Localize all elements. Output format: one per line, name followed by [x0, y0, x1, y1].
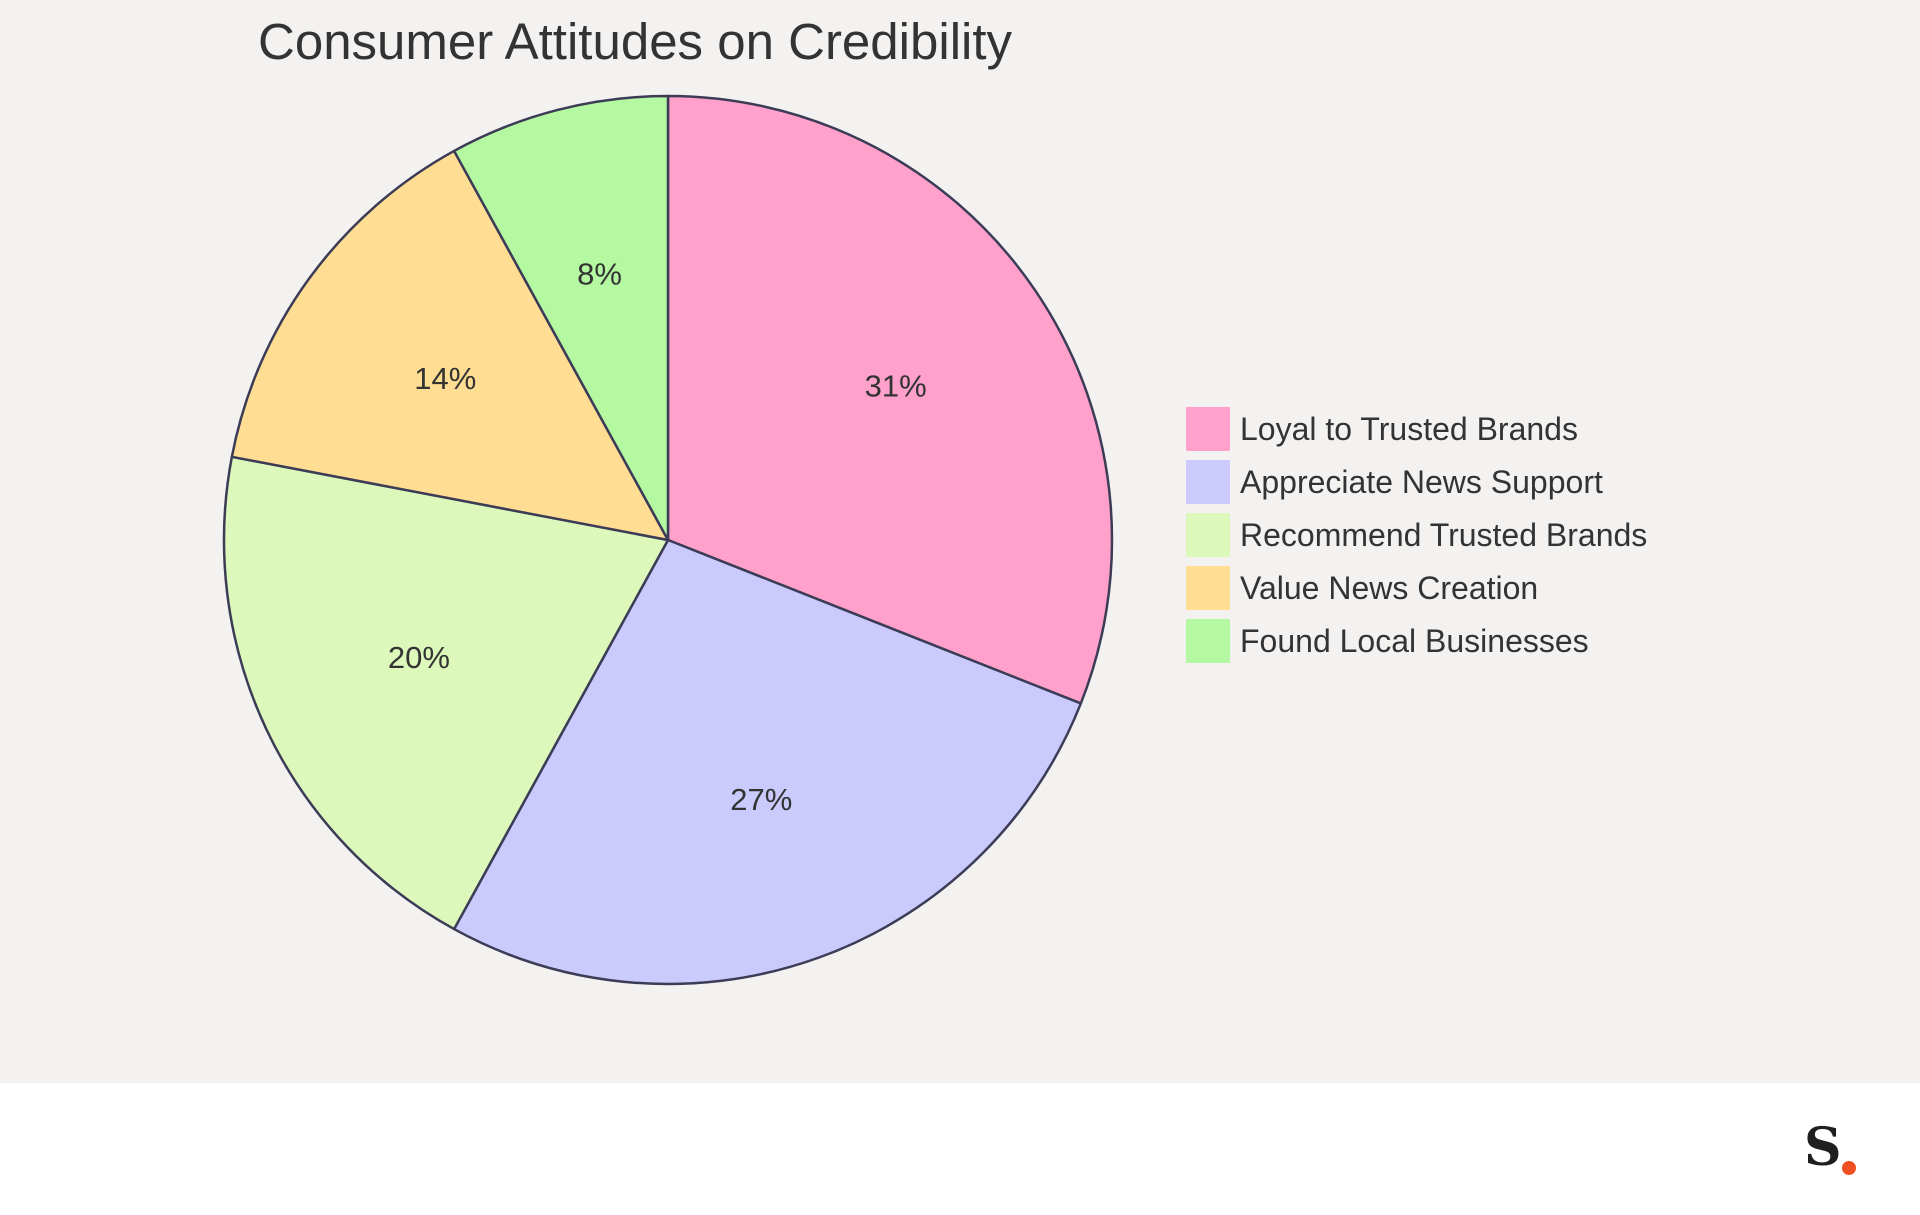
brand-logo: S: [1804, 1117, 1842, 1178]
legend: Loyal to Trusted Brands Appreciate News S…: [1186, 407, 1647, 663]
chart-title: Consumer Attitudes on Credibility: [258, 13, 1013, 70]
legend-label: Recommend Trusted Brands: [1240, 517, 1647, 553]
slice-label-recommend-trusted-brands: 20%: [388, 640, 450, 675]
legend-swatch: [1186, 407, 1230, 451]
slice-label-loyal-to-trusted-brands: 31%: [865, 368, 927, 403]
legend-swatch: [1186, 566, 1230, 610]
chart-area: Consumer Attitudes on Credibility 31% 27%…: [0, 0, 1920, 1083]
pie-slice-recommend-trusted-brands: [222, 455, 670, 931]
legend-item-found-local-businesses: Found Local Businesses: [1186, 619, 1589, 663]
legend-item-loyal-to-trusted-brands: Loyal to Trusted Brands: [1186, 407, 1578, 451]
legend-item-appreciate-news-support: Appreciate News Support: [1186, 460, 1603, 504]
footer: [0, 1083, 1920, 1215]
legend-item-value-news-creation: Value News Creation: [1186, 566, 1538, 610]
pie-chart: Consumer Attitudes on Credibility 31% 27%…: [222, 13, 1647, 986]
slice-label-value-news-creation: 14%: [414, 361, 476, 396]
legend-label: Appreciate News Support: [1240, 464, 1603, 500]
brand-logo-dot: [1842, 1161, 1856, 1175]
legend-swatch: [1186, 619, 1230, 663]
legend-swatch: [1186, 513, 1230, 557]
pie-slice-value-news-creation: [230, 149, 670, 542]
pie-slice-labels: 31% 27% 20% 14% 8%: [388, 256, 927, 817]
pie-slice-loyal-to-trusted-brands: [666, 94, 1114, 705]
pie-slices: [222, 94, 1114, 986]
legend-item-recommend-trusted-brands: Recommend Trusted Brands: [1186, 513, 1647, 557]
slice-label-found-local-businesses: 8%: [577, 256, 622, 291]
pie-slice-appreciate-news-support: [452, 538, 1083, 986]
slice-label-appreciate-news-support: 27%: [730, 782, 792, 817]
legend-swatch: [1186, 460, 1230, 504]
pie-slice-found-local-businesses: [452, 94, 670, 542]
legend-label: Value News Creation: [1240, 570, 1538, 606]
legend-label: Loyal to Trusted Brands: [1240, 411, 1578, 447]
legend-label: Found Local Businesses: [1240, 623, 1589, 659]
